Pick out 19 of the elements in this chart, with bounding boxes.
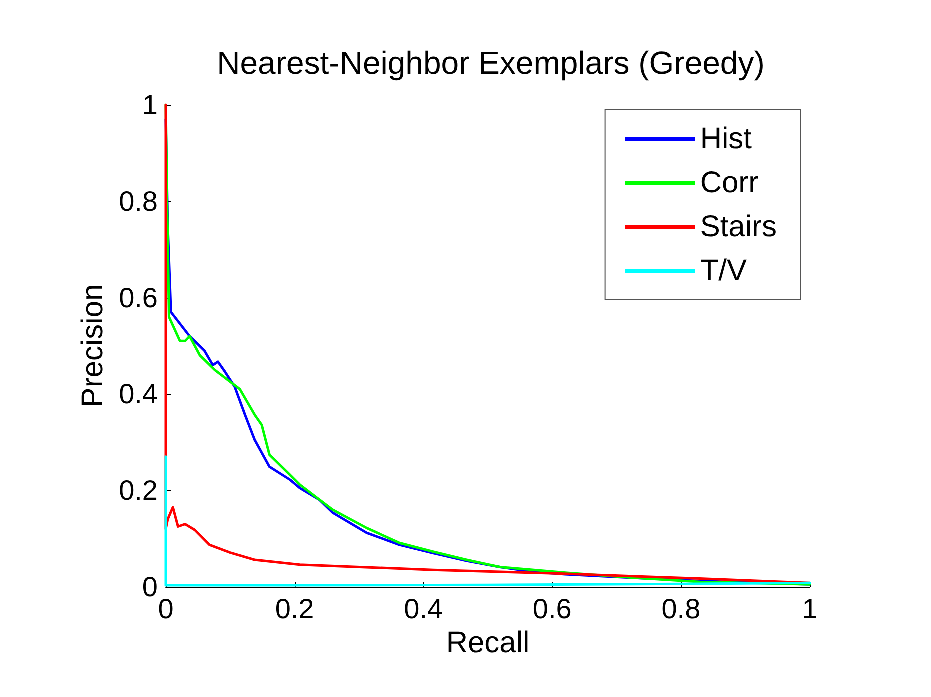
- x-tick-label: 1: [802, 594, 818, 624]
- chart-title: Nearest-Neighbor Exemplars (Greedy): [217, 45, 765, 81]
- y-tick-label: 0.8: [119, 186, 158, 217]
- x-axis-title: Recall: [446, 626, 530, 660]
- legend-label: Corr: [700, 166, 759, 200]
- line-series: [164, 456, 812, 587]
- y-tick-label: 0.4: [119, 378, 158, 410]
- y-tick-label: 0.2: [119, 475, 158, 506]
- y-tick-label: 0: [142, 572, 158, 602]
- x-tick-label: 0.6: [532, 594, 572, 624]
- x-tick-label: 0.4: [404, 594, 444, 624]
- legend-label: T/V: [700, 254, 747, 288]
- y-axis-title: Precision: [76, 284, 110, 408]
- legend-label: Hist: [700, 122, 753, 156]
- x-tick-label: 0.2: [275, 594, 314, 624]
- legend-label: Stairs: [700, 210, 778, 244]
- y-tick-label: 1: [142, 90, 158, 120]
- x-tick-label: 0.8: [662, 594, 701, 624]
- y-tick-label: 0.6: [119, 282, 158, 314]
